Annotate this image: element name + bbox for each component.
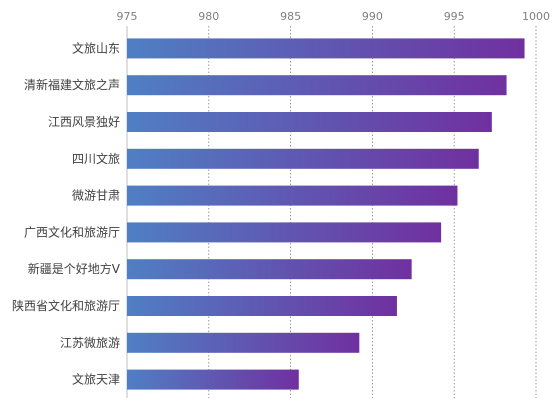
bar [127,222,442,243]
x-axis-ticks: 975 980 985 990 995 1000 [117,10,551,23]
bar [127,185,458,206]
bar [127,148,479,169]
category-label: 清新福建文旅之声 [24,77,120,92]
bar [127,369,299,390]
bar [127,38,525,59]
category-label: 微游甘肃 [72,189,120,203]
category-label: 陕西省文化和旅游厅 [12,298,120,313]
x-tick-label: 995 [444,10,465,23]
category-label: 江西风景独好 [48,115,120,129]
category-label: 文旅天津 [72,372,120,387]
bar [127,296,397,316]
gridlines [208,26,537,398]
x-tick-label: 980 [198,10,219,23]
category-label: 文旅山东 [72,40,120,55]
category-labels: 文旅山东清新福建文旅之声江西风景独好四川文旅微游甘肃广西文化和旅游厅新疆是个好地… [12,40,121,386]
category-label: 广西文化和旅游厅 [24,224,120,239]
bar [127,332,360,353]
x-tick-label: 985 [280,10,301,23]
category-label: 江苏微旅游 [60,336,120,350]
bar [127,259,412,280]
category-label: 四川文旅 [72,151,120,166]
bar [127,75,507,96]
x-tick-label: 975 [117,10,138,23]
category-label: 新疆是个好地方V [28,261,121,276]
bars [127,38,525,390]
bar [127,112,492,132]
x-tick-label: 990 [362,10,383,23]
x-tick-label: 1000 [522,10,550,23]
